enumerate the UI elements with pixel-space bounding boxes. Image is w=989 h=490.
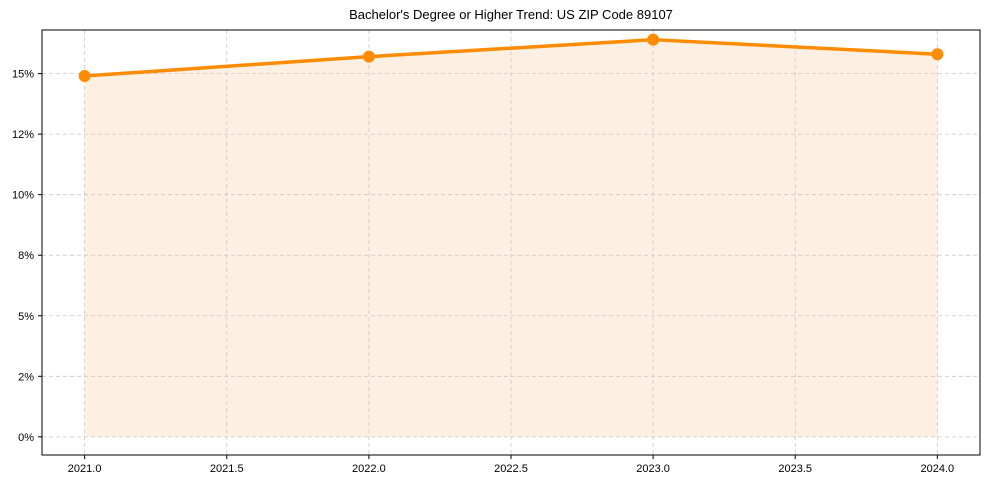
data-point-marker[interactable] bbox=[362, 50, 375, 63]
y-tick-label: 8% bbox=[18, 250, 34, 262]
x-tick-label: 2022.0 bbox=[352, 463, 386, 475]
x-tick-label: 2023.5 bbox=[778, 463, 812, 475]
y-tick-label: 12% bbox=[12, 129, 34, 141]
data-point-marker[interactable] bbox=[647, 33, 660, 46]
x-tick-label: 2021.0 bbox=[68, 463, 102, 475]
x-tick-label: 2022.5 bbox=[494, 463, 528, 475]
y-tick-label: 0% bbox=[18, 432, 34, 444]
x-tick-label: 2024.0 bbox=[921, 463, 955, 475]
x-tick-label: 2023.0 bbox=[636, 463, 670, 475]
data-point-marker[interactable] bbox=[78, 70, 91, 83]
y-tick-label: 15% bbox=[12, 69, 34, 81]
data-point-marker[interactable] bbox=[931, 48, 944, 61]
y-tick-label: 5% bbox=[18, 311, 34, 323]
series-line bbox=[84, 37, 938, 78]
y-tick-label: 10% bbox=[12, 190, 34, 202]
y-tick-label: 2% bbox=[18, 371, 34, 383]
chart-title: Bachelor's Degree or Higher Trend: US ZI… bbox=[349, 7, 673, 22]
plot-area: 2021.0 2021.5 2022.0 2022.5 2023.0 2023.5 2024… bbox=[12, 29, 981, 475]
area-fill bbox=[84, 39, 938, 437]
x-tick-label: 2021.5 bbox=[210, 463, 244, 475]
